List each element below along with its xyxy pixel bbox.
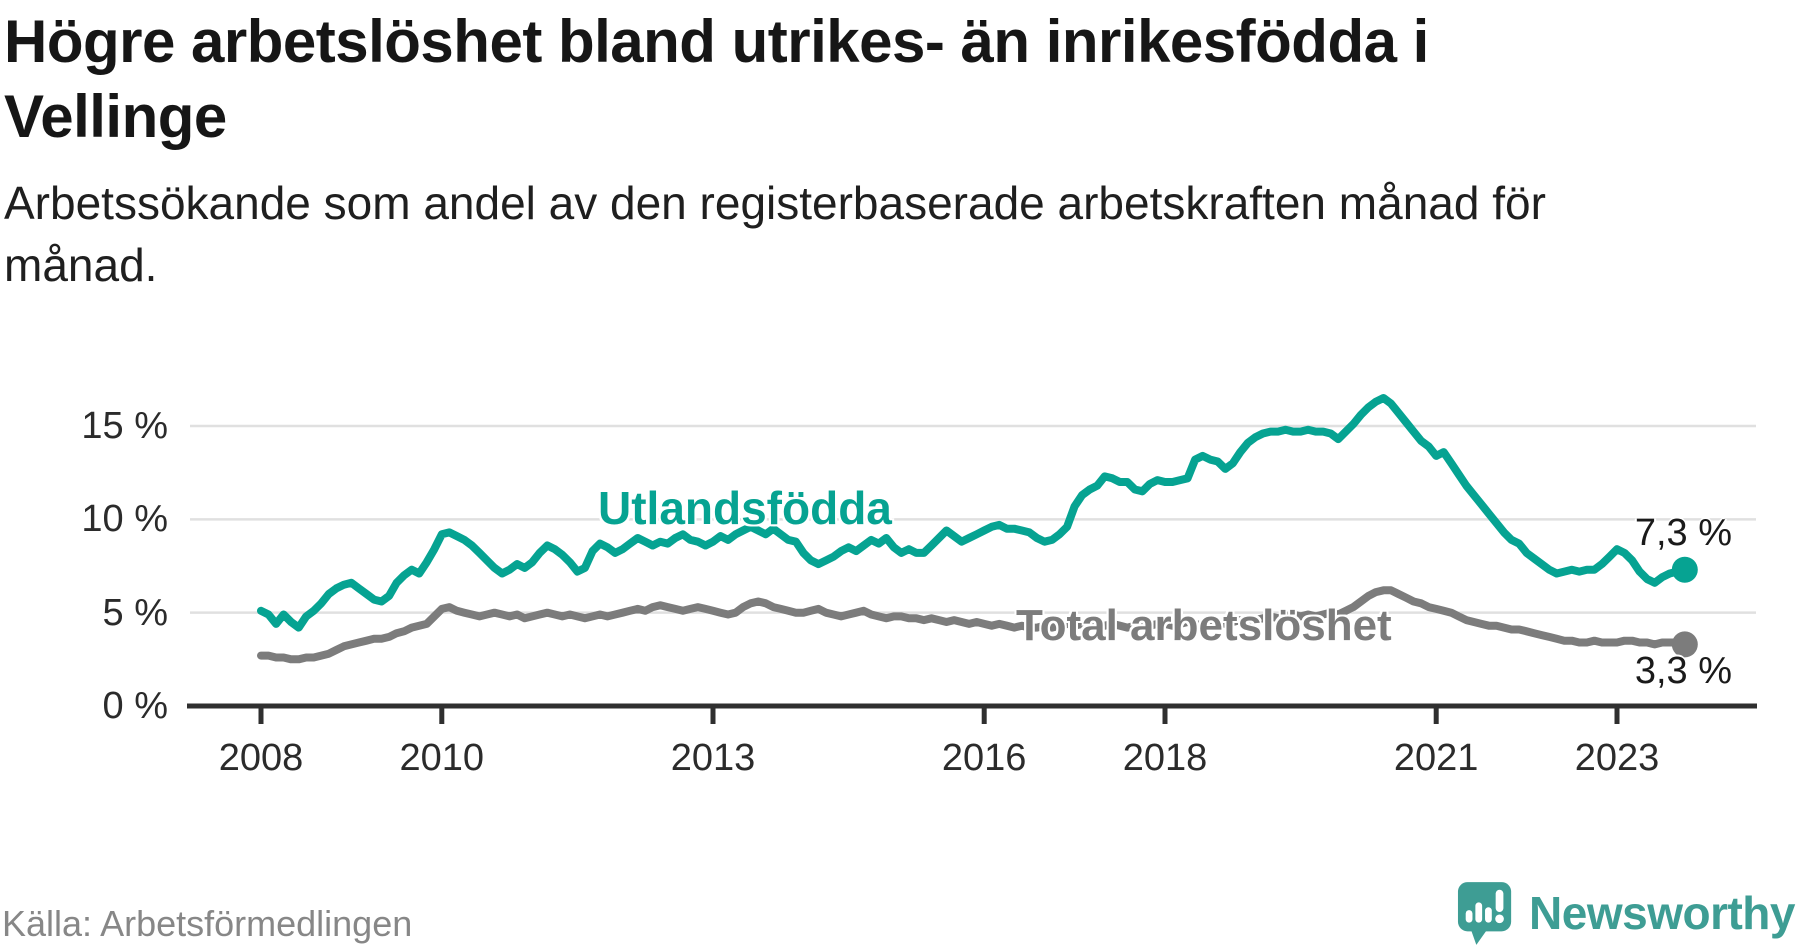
endpoint-dot-total <box>1671 631 1698 658</box>
y-axis-label: 10 % <box>81 498 168 541</box>
end-value-label-utlandsfodda: 7,3 % <box>1634 512 1732 554</box>
line-utlandsfodda <box>257 394 1689 632</box>
newsworthy-logo: Newsworthy <box>1457 880 1795 946</box>
line-total-arbetsloshet <box>257 586 1689 664</box>
y-axis-label: 0 % <box>102 685 168 727</box>
y-axis-label: 15 % <box>81 405 168 447</box>
x-axis-ticks <box>258 706 1620 724</box>
x-axis-label: 2008 <box>218 737 304 779</box>
page-subtitle: Arbetssökande som andel av den registerb… <box>4 177 1546 291</box>
x-axis-label: 2021 <box>1393 737 1479 779</box>
series-label-utlandsfodda: Utlandsfödda <box>598 482 892 534</box>
y-axis-label: 5 % <box>102 591 168 634</box>
x-axis-label: 2010 <box>399 737 485 779</box>
endpoint-dot-utlandsfodda <box>1671 556 1698 583</box>
newsworthy-logo-text: Newsworthy <box>1529 887 1795 939</box>
x-axis-label: 2013 <box>670 737 756 779</box>
newsworthy-logo-icon <box>1458 882 1512 945</box>
end-value-label-total: 3,3 % <box>1634 650 1732 692</box>
x-axis-label: 2016 <box>941 737 1027 779</box>
page-title: Högre arbetslöshet bland utrikes- än inr… <box>4 8 1429 150</box>
x-axis-label: 2018 <box>1122 737 1208 779</box>
series-label-total-arbetsloshet: Total arbetslöshet <box>1016 601 1392 650</box>
x-axis-label: 2023 <box>1574 737 1660 779</box>
source-note: Källa: Arbetsförmedlingen <box>2 903 413 944</box>
